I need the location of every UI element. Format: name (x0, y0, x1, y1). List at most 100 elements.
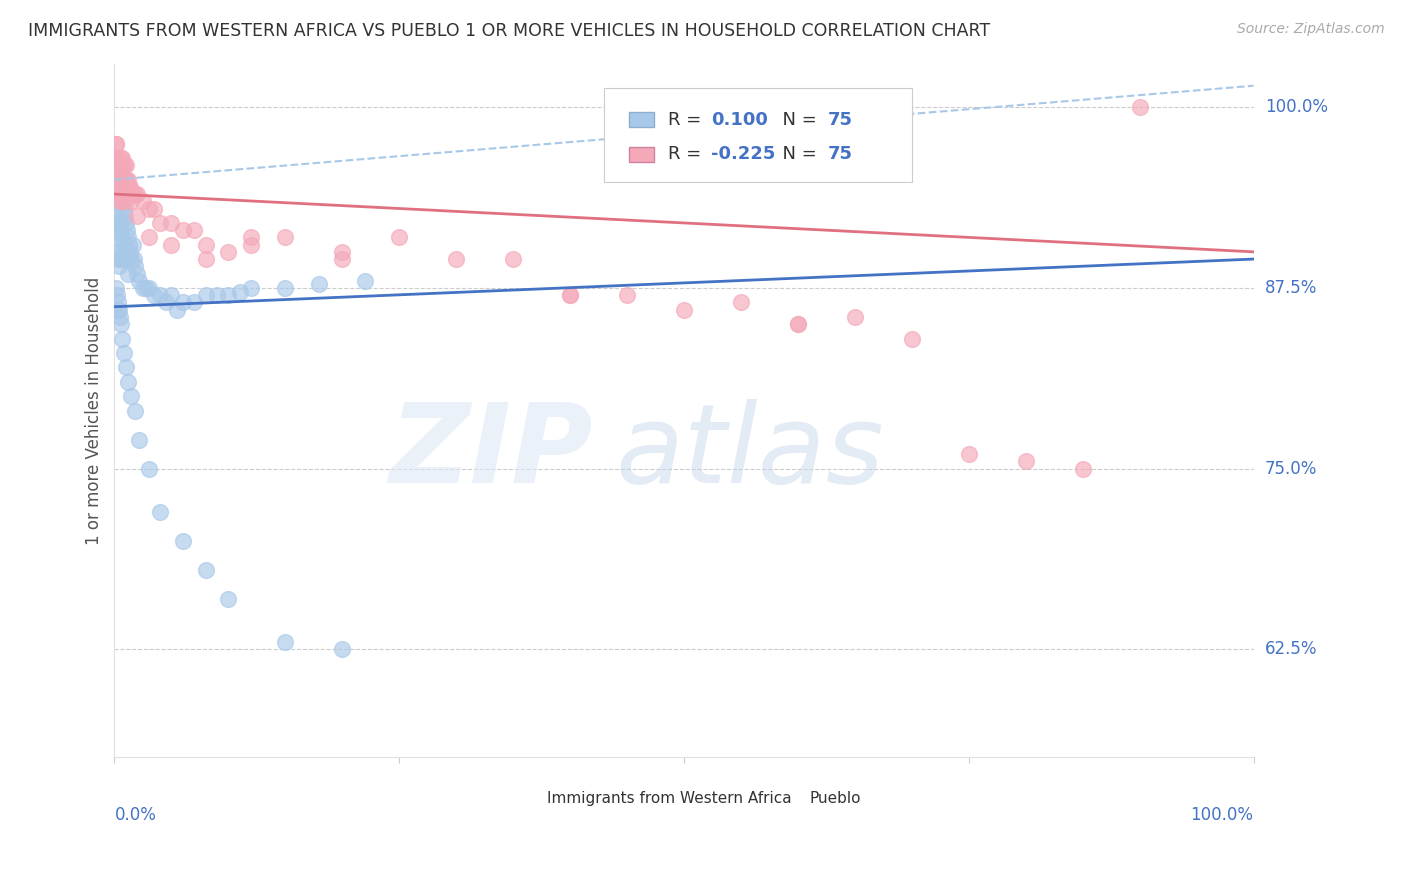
Point (274, 281, 297, 295)
Point (172, 223, 194, 237)
Text: Pueblo: Pueblo (810, 791, 860, 805)
Point (112, 202, 135, 216)
Point (194, 288, 217, 302)
Point (110, 317, 132, 331)
Point (108, 223, 131, 237)
Text: 87.5%: 87.5% (1265, 279, 1317, 297)
Point (138, 281, 160, 295)
Point (143, 202, 166, 216)
Point (558, 288, 581, 302)
Point (115, 172, 138, 186)
Point (114, 172, 136, 186)
Point (104, 136, 127, 151)
Point (1015, 454, 1038, 468)
Point (127, 209, 149, 223)
Point (160, 237, 183, 252)
Point (558, 288, 581, 302)
Text: -0.225: -0.225 (711, 145, 776, 163)
Point (104, 136, 127, 151)
Point (124, 403, 146, 417)
Point (730, 295, 752, 310)
Point (330, 252, 353, 266)
Point (114, 194, 136, 209)
Point (132, 281, 155, 295)
Point (844, 310, 866, 324)
Point (330, 642, 353, 657)
Point (107, 252, 129, 266)
Point (787, 317, 810, 331)
Point (114, 209, 136, 223)
Text: 100.0%: 100.0% (1265, 98, 1327, 116)
Point (105, 244, 128, 259)
Point (107, 158, 129, 172)
Text: 100.0%: 100.0% (1191, 806, 1254, 824)
Point (138, 461, 160, 475)
Point (108, 172, 131, 186)
Point (901, 331, 924, 345)
Point (127, 267, 149, 281)
Point (121, 187, 143, 202)
Point (217, 288, 239, 302)
Point (105, 179, 128, 194)
FancyBboxPatch shape (510, 790, 536, 806)
Point (444, 252, 467, 266)
Point (105, 165, 128, 179)
Point (149, 216, 172, 230)
Point (194, 252, 217, 266)
Point (1129, 100, 1152, 114)
Text: Immigrants from Western Africa: Immigrants from Western Africa (547, 791, 792, 805)
Point (149, 505, 172, 519)
Point (110, 158, 132, 172)
Point (118, 179, 141, 194)
Point (108, 194, 131, 209)
Point (616, 288, 638, 302)
Point (105, 151, 128, 165)
Text: N =: N = (770, 145, 823, 163)
Point (104, 172, 127, 186)
Point (128, 274, 150, 288)
Point (115, 223, 138, 237)
Text: R =: R = (668, 111, 707, 128)
Point (124, 260, 146, 274)
Point (111, 187, 134, 202)
Point (108, 158, 131, 172)
Point (110, 179, 132, 194)
Point (205, 288, 228, 302)
Point (124, 187, 146, 202)
Point (117, 179, 139, 194)
Point (111, 165, 134, 179)
Point (120, 244, 142, 259)
Point (111, 230, 134, 244)
Point (112, 158, 135, 172)
Point (120, 179, 142, 194)
Point (107, 158, 129, 172)
Point (1071, 461, 1094, 475)
Point (114, 252, 136, 266)
Point (105, 288, 128, 302)
Point (132, 194, 155, 209)
Point (155, 295, 177, 310)
Point (121, 389, 143, 403)
Point (104, 209, 127, 223)
Text: 0.100: 0.100 (711, 111, 768, 128)
Point (110, 194, 132, 209)
Point (107, 187, 129, 202)
Point (104, 165, 127, 179)
Text: 0.0%: 0.0% (114, 806, 156, 824)
Text: Source: ZipAtlas.com: Source: ZipAtlas.com (1237, 22, 1385, 37)
Text: 75: 75 (828, 111, 852, 128)
Point (108, 187, 131, 202)
Point (111, 194, 134, 209)
Point (217, 244, 239, 259)
Point (112, 346, 135, 360)
Point (122, 252, 145, 266)
Point (108, 260, 131, 274)
Point (194, 563, 217, 577)
Point (105, 151, 128, 165)
Point (107, 176, 129, 190)
Point (121, 237, 143, 252)
Point (110, 216, 132, 230)
Point (172, 533, 194, 548)
Point (229, 285, 252, 300)
Point (104, 281, 127, 295)
